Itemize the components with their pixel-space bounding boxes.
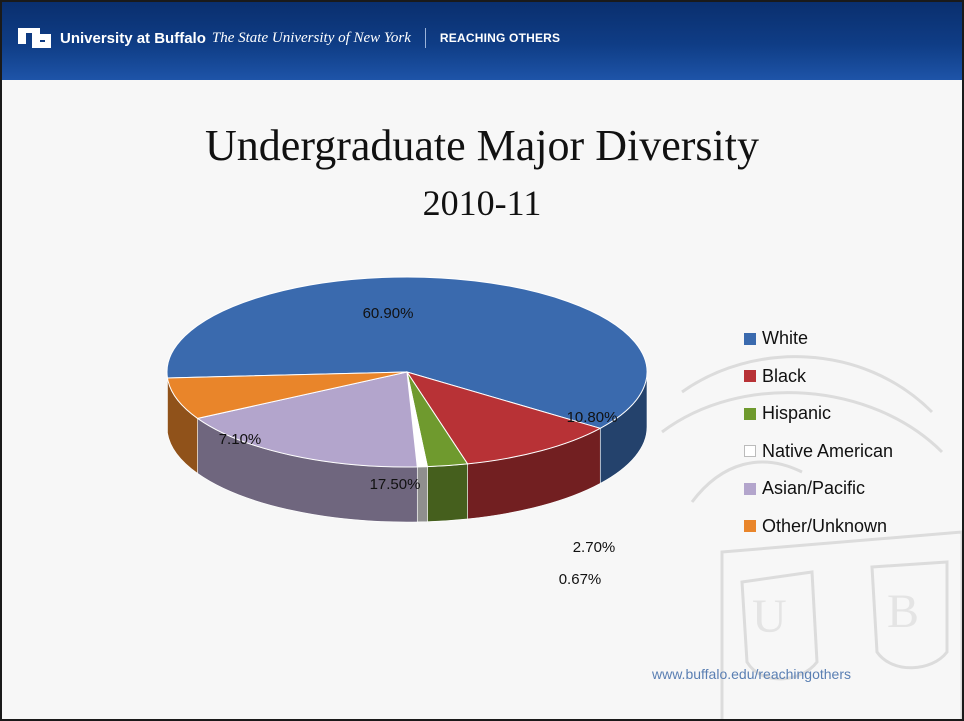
pie-slice-white (166, 276, 648, 429)
legend-label: White (762, 328, 809, 349)
pie-side-native-american (416, 466, 428, 523)
legend-label: Other/Unknown (762, 515, 888, 536)
legend-label: Hispanic (762, 403, 832, 424)
svg-text:B: B (887, 585, 919, 638)
legend-item-hispanic: Hispanic (744, 395, 893, 433)
data-label-black: 10.80% (567, 409, 618, 426)
slide-subtitle: 2010-11 (422, 183, 542, 223)
pie-slice-black (405, 371, 602, 465)
data-label-asian-pacific: 17.50% (370, 476, 421, 493)
data-label-native-american: 0.67% (559, 571, 602, 588)
legend-label: Black (762, 365, 807, 386)
seal-watermark: U B (661, 355, 962, 719)
tagline: REACHING OTHERS (439, 31, 561, 45)
pie-side-hispanic (427, 463, 468, 522)
legend-swatch (744, 370, 756, 383)
chart-legend: White Black Hispanic Native American Asian/P… (744, 320, 893, 545)
university-subtitle: The State University of New York (211, 29, 411, 46)
data-label-hispanic: 2.70% (573, 539, 616, 556)
legend-swatch (744, 332, 756, 345)
header-banner: University at Buffalo The State Universi… (2, 2, 962, 80)
legend-swatch (744, 407, 756, 420)
legend-item-white: White (744, 320, 893, 358)
legend-item-asian-pacific: Asian/Pacific (744, 470, 893, 508)
data-label-white: 60.90% (363, 305, 414, 322)
legend-item-native-american: Native American (744, 433, 893, 471)
pie-slice-other-unknown (166, 371, 408, 419)
legend-label: Asian/Pacific (762, 478, 866, 499)
legend-swatch (744, 445, 756, 458)
university-name: University at Buffalo (60, 29, 206, 47)
legend-swatch (744, 520, 756, 533)
pie-slice-asian-pacific (196, 371, 418, 468)
data-label-other-unknown: 7.10% (219, 431, 262, 448)
footer-url: www.buffalo.edu/reachingothers (652, 666, 851, 682)
legend-item-other-unknown: Other/Unknown (744, 508, 893, 546)
svg-text:U: U (752, 590, 787, 643)
slide-title: Undergraduate Major Diversity (205, 121, 759, 170)
ub-logo-icon (18, 28, 51, 48)
banner-divider (424, 28, 426, 48)
legend-swatch (744, 482, 756, 495)
legend-item-black: Black (744, 358, 893, 396)
legend-label: Native American (762, 440, 894, 461)
